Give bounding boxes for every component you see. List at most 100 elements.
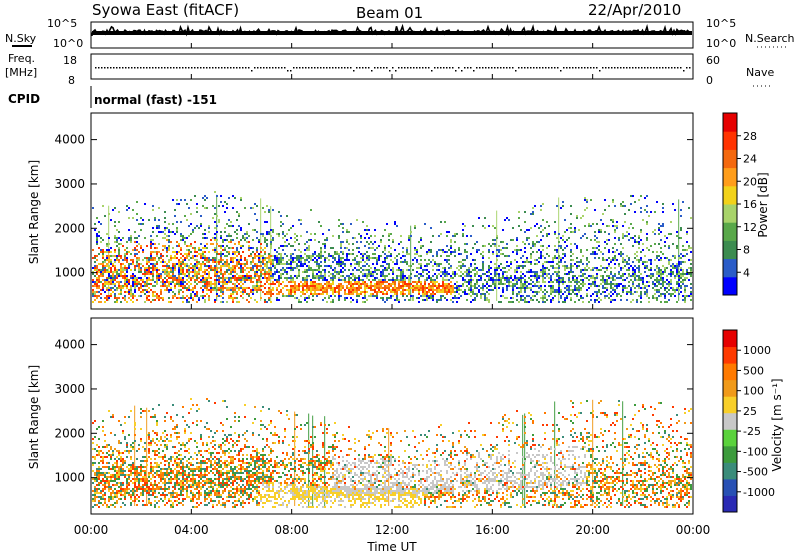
power-pixel [480,293,482,295]
power-pixel [370,247,372,249]
power-pixel [306,269,308,271]
power-pixel [500,253,502,255]
power-pixel [642,243,644,245]
power-pixel [682,281,684,283]
power-pixel [124,299,126,301]
power-pixel [264,263,266,265]
power-pixel [308,257,310,259]
power-pixel [604,295,606,297]
power-pixel [514,271,516,273]
power-pixel [398,283,400,285]
beam-title: Beam 01 [356,4,423,22]
power-pixel [522,283,524,285]
power-pixel [606,281,608,283]
power-pixel [198,281,200,283]
power-pixel [188,225,190,227]
power-pixel [228,253,230,255]
power-pixel [228,279,230,281]
power-pixel [524,221,526,223]
power-pixel [424,279,426,281]
power-pixel [330,289,332,291]
velocity-pixel [100,490,102,492]
power-pixel [184,285,186,287]
power-pixel [196,207,198,209]
nave-label: Nave [746,66,774,79]
power-pixel [432,283,434,285]
power-pixel [614,285,616,287]
nsky-label: N.Sky [5,32,37,45]
power-pixel [488,225,490,227]
power-pixel [230,269,232,271]
power-pixel [282,281,284,283]
power-pixel [420,265,422,267]
power-pixel [446,291,448,293]
power-pixel [340,247,342,249]
power-pixel [596,247,598,249]
power-pixel [222,265,224,267]
power-pixel [244,277,246,279]
power-pixel [112,209,114,211]
power-pixel [108,295,110,297]
power-pixel [444,251,446,253]
power-pixel [594,281,596,283]
power-pixel [328,275,330,277]
power-pixel [310,283,312,285]
power-pixel [138,235,140,237]
power-pixel [450,253,452,255]
power-pixel [366,251,368,253]
power-pixel [322,277,324,279]
power-pixel [188,251,190,253]
power-pixel [362,275,364,277]
power-pixel [524,287,526,289]
power-pixel [630,291,632,293]
power-pixel [366,263,368,265]
power-pixel [168,241,170,243]
power-pixel [214,249,216,251]
power-pixel [324,239,326,241]
power-pixel [404,277,406,279]
power-pixel [220,201,222,203]
power-pixel [388,265,390,267]
power-pixel [436,255,438,257]
power-pixel [500,277,502,279]
velocity-pixel [94,496,96,498]
power-pixel [406,251,408,253]
power-pixel [618,237,620,239]
power-pixel [674,275,676,277]
power-pixel [262,269,264,271]
power-pixel [680,267,682,269]
power-pixel [264,221,266,223]
power-pixel [264,271,266,273]
power-pixel [224,283,226,285]
power-pixel [394,285,396,287]
power-pixel [540,289,542,291]
power-pixel [382,275,384,277]
power-pixel [170,277,172,279]
power-pixel [196,259,198,261]
power-pixel [148,287,150,289]
power-pixel [568,277,570,279]
freq-dot [320,67,322,69]
power-pixel [302,263,304,265]
power-pixel [516,271,518,273]
power-pixel [256,267,258,269]
power-pixel [588,267,590,269]
power-pixel [320,289,322,291]
power-pixel [298,271,300,273]
power-pixel [222,277,224,279]
power-pixel [634,269,636,271]
power-pixel [338,253,340,255]
power-pixel [546,221,548,223]
power-pixel [236,261,238,263]
power-pixel [690,293,692,295]
power-pixel [488,279,490,281]
power-pixel [266,273,268,275]
freq-dot [329,67,331,69]
power-pixel [178,265,180,267]
power-pixel [560,261,562,263]
freq-label-1: Freq. [8,52,35,65]
power-pixel [626,293,628,295]
power-pixel [346,241,348,243]
power-pixel [518,277,520,279]
